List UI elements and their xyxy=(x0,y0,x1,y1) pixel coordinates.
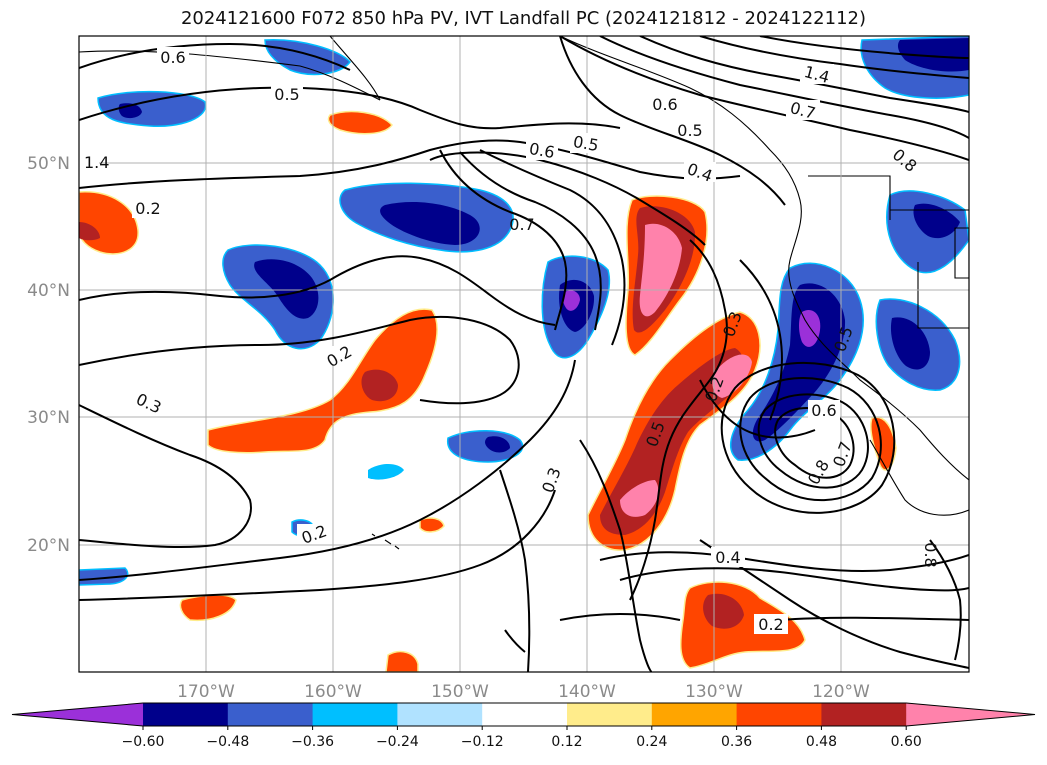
contour-label: 0.6 xyxy=(811,401,836,420)
colorbar-segment xyxy=(227,703,314,726)
lon-label: 130°W xyxy=(685,682,743,702)
colorbar-tick-label: −0.36 xyxy=(291,734,334,750)
colorbar-tick-label: 0.60 xyxy=(891,734,922,750)
colorbar-tick-label: −0.12 xyxy=(461,734,504,750)
colorbar-extend-high xyxy=(906,703,1035,726)
map-frame xyxy=(78,35,970,673)
colorbar: −0.60 −0.48 −0.36 −0.24 −0.12 0.12 0.24 0.36 0.4… xyxy=(11,702,1036,750)
colorbar-segment xyxy=(482,703,568,726)
colorbar-tick-label: −0.48 xyxy=(206,734,249,750)
longitude-labels: 170°W 160°W 150°W 140°W 130°W 120°W xyxy=(177,682,870,702)
colorbar-segment xyxy=(821,703,907,726)
contour-label: 0.5 xyxy=(274,85,299,104)
ivt-contours xyxy=(79,36,969,672)
lon-label: 140°W xyxy=(558,682,616,702)
lat-label: 40°N xyxy=(27,281,70,301)
colorbar-tick-label: 0.36 xyxy=(721,734,752,750)
lon-label: 160°W xyxy=(304,682,362,702)
contour-label: 0.5 xyxy=(677,121,702,140)
contour-labels: 0.6 0.5 1.4 0.2 0.5 0.6 0.7 0.4 0.2 0.3 … xyxy=(79,47,940,634)
contour-label: 0.5 xyxy=(572,132,600,155)
lon-label: 170°W xyxy=(177,682,235,702)
lon-label: 120°W xyxy=(812,682,870,702)
contour-label: 0.2 xyxy=(135,199,160,218)
map-title: 2024121600 F072 850 hPa PV, IVT Landfall… xyxy=(180,8,867,29)
colorbar-tick-label: −0.60 xyxy=(122,734,165,750)
contour-label: 1.4 xyxy=(84,153,109,172)
contour-label: 0.7 xyxy=(509,215,534,234)
colorbar-tick-label: 0.48 xyxy=(806,734,837,750)
colorbar-tick-label: −0.24 xyxy=(376,734,419,750)
latitude-labels: 50°N 40°N 30°N 20°N xyxy=(27,154,70,556)
colorbar-segment xyxy=(143,703,229,726)
contour-label: 0.6 xyxy=(160,48,185,67)
colorbar-segment xyxy=(312,703,398,726)
contour-label: 0.4 xyxy=(715,548,740,567)
negative-pv-shading xyxy=(79,36,969,586)
lat-label: 50°N xyxy=(27,154,70,174)
lat-label: 20°N xyxy=(27,536,70,556)
lon-label: 150°W xyxy=(431,682,489,702)
coastlines xyxy=(79,36,969,550)
lat-label: 30°N xyxy=(27,408,70,428)
map-content: 0.6 0.5 1.4 0.2 0.5 0.6 0.7 0.4 0.2 0.3 … xyxy=(79,36,969,672)
colorbar-tick-label: 0.24 xyxy=(636,734,667,750)
colorbar-segment xyxy=(567,703,653,726)
contour-label: 0.8 xyxy=(921,542,940,567)
colorbar-segment xyxy=(736,703,822,726)
colorbar-segment xyxy=(397,703,483,726)
colorbar-segment xyxy=(651,703,738,726)
colorbar-extend-low xyxy=(12,703,143,726)
contour-label: 0.6 xyxy=(528,139,556,162)
colorbar-tick-label: 0.12 xyxy=(551,734,582,750)
contour-label: 0.2 xyxy=(758,615,783,634)
contour-label: 0.6 xyxy=(652,95,677,114)
